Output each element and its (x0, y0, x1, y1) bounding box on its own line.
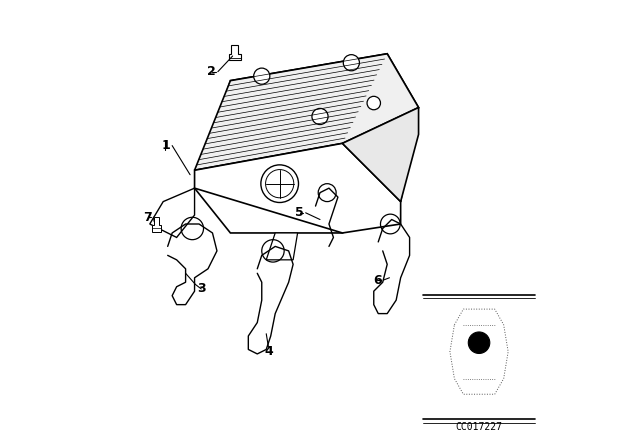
Polygon shape (229, 45, 241, 60)
Polygon shape (152, 217, 161, 232)
Circle shape (367, 96, 380, 110)
Text: 1: 1 (161, 139, 170, 152)
Circle shape (468, 332, 490, 353)
Text: 7: 7 (143, 211, 152, 224)
Text: 4: 4 (264, 345, 273, 358)
Text: 2: 2 (207, 65, 216, 78)
Polygon shape (150, 188, 195, 237)
Text: CC017227: CC017227 (456, 422, 502, 432)
Polygon shape (342, 108, 419, 202)
Circle shape (343, 55, 360, 71)
Circle shape (253, 68, 270, 84)
Polygon shape (195, 54, 419, 233)
Circle shape (312, 108, 328, 125)
Text: 3: 3 (197, 282, 205, 296)
Text: 6: 6 (373, 273, 381, 287)
Polygon shape (195, 54, 419, 170)
Polygon shape (266, 233, 298, 260)
Polygon shape (195, 143, 401, 233)
Text: 5: 5 (296, 206, 304, 220)
